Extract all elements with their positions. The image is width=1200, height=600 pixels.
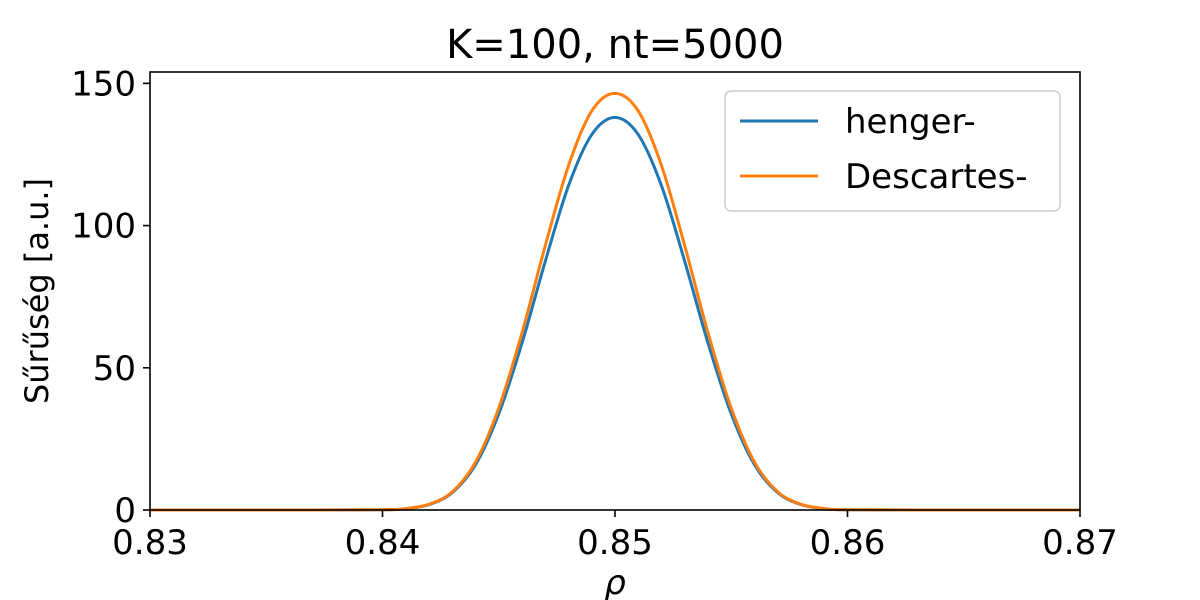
legend: henger- Descartes- bbox=[724, 90, 1061, 212]
y-axis: 0 50 100 150 bbox=[71, 64, 150, 531]
x-tick-label: 0.84 bbox=[345, 523, 421, 563]
x-tick-label: 0.87 bbox=[1042, 523, 1118, 563]
series-line-descartes bbox=[150, 91, 1080, 512]
y-axis-label: Sűrűség [a.u.] bbox=[18, 178, 56, 404]
chart-title: K=100, nt=5000 bbox=[446, 22, 784, 68]
y-tick-label: 100 bbox=[71, 207, 136, 247]
legend-label-descartes: Descartes- bbox=[845, 157, 1028, 197]
x-axis-label: ρ bbox=[604, 563, 626, 600]
x-tick-label: 0.83 bbox=[112, 523, 188, 563]
y-tick-label: 50 bbox=[93, 349, 136, 389]
x-tick-label: 0.86 bbox=[810, 523, 886, 563]
plot-area bbox=[150, 91, 1080, 512]
x-tick-label: 0.85 bbox=[577, 523, 653, 563]
y-tick-label: 0 bbox=[114, 491, 136, 531]
x-axis: 0.83 0.84 0.85 0.86 0.87 bbox=[112, 510, 1118, 563]
y-tick-label: 150 bbox=[71, 64, 136, 104]
legend-label-henger: henger- bbox=[845, 102, 976, 142]
